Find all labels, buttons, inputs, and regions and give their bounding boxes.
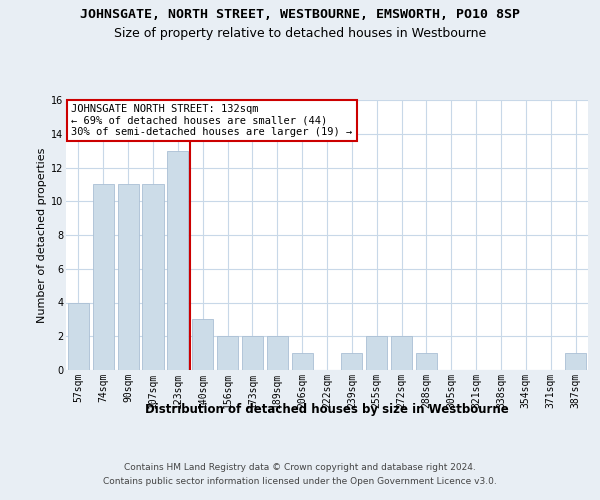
Bar	[565, 353, 586, 370]
Bar	[242, 336, 263, 370]
Bar	[292, 353, 313, 370]
Text: JOHNSGATE, NORTH STREET, WESTBOURNE, EMSWORTH, PO10 8SP: JOHNSGATE, NORTH STREET, WESTBOURNE, EMS…	[80, 8, 520, 20]
Text: Size of property relative to detached houses in Westbourne: Size of property relative to detached ho…	[114, 28, 486, 40]
Text: Distribution of detached houses by size in Westbourne: Distribution of detached houses by size …	[145, 402, 509, 415]
Bar	[118, 184, 139, 370]
Bar	[93, 184, 114, 370]
Bar	[366, 336, 387, 370]
Bar	[68, 302, 89, 370]
Text: Contains HM Land Registry data © Crown copyright and database right 2024.: Contains HM Land Registry data © Crown c…	[124, 464, 476, 472]
Bar	[167, 150, 188, 370]
Bar	[192, 320, 213, 370]
Bar	[391, 336, 412, 370]
Bar	[142, 184, 164, 370]
Bar	[217, 336, 238, 370]
Bar	[341, 353, 362, 370]
Text: JOHNSGATE NORTH STREET: 132sqm
← 69% of detached houses are smaller (44)
30% of : JOHNSGATE NORTH STREET: 132sqm ← 69% of …	[71, 104, 352, 137]
Y-axis label: Number of detached properties: Number of detached properties	[37, 148, 47, 322]
Text: Contains public sector information licensed under the Open Government Licence v3: Contains public sector information licen…	[103, 477, 497, 486]
Bar	[416, 353, 437, 370]
Bar	[267, 336, 288, 370]
